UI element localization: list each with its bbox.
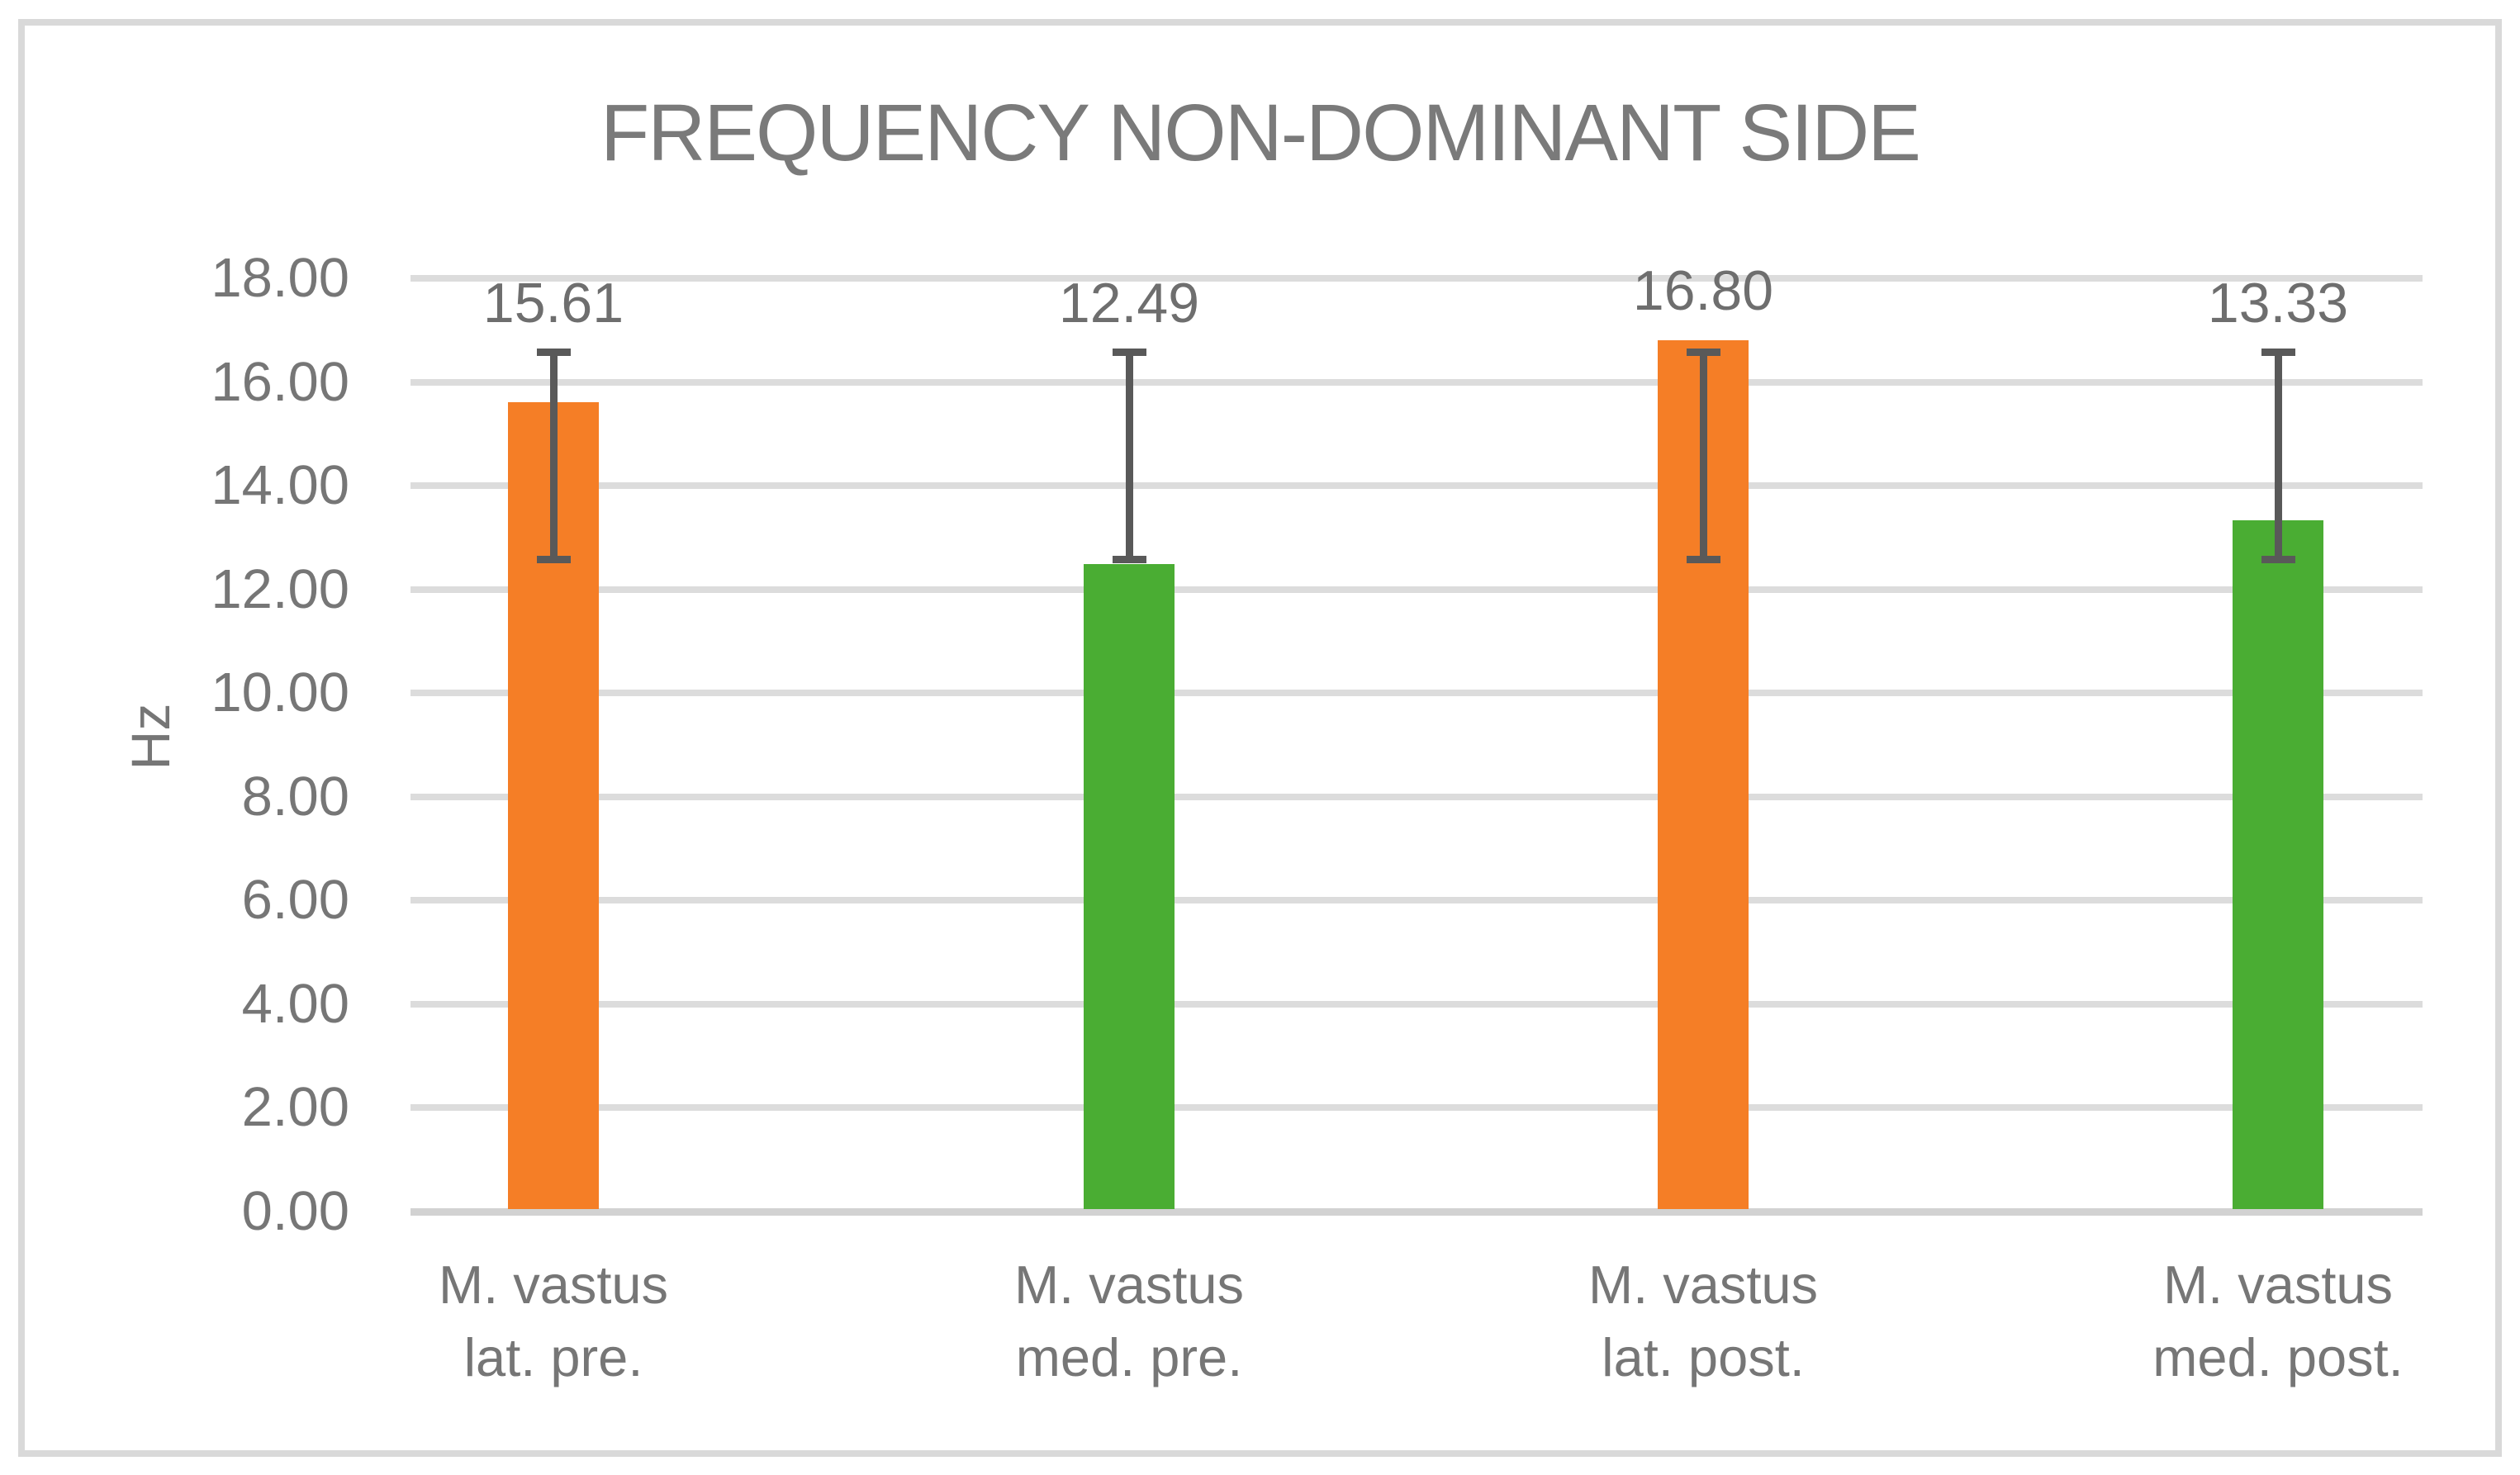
- error-bar-stem: [2274, 352, 2282, 560]
- data-label: 15.61: [482, 271, 624, 334]
- gridline: [411, 275, 2423, 282]
- y-tick-label: 8.00: [241, 765, 349, 828]
- gridline: [411, 1104, 2423, 1112]
- error-bar-bottom-cap: [536, 555, 571, 563]
- gridline: [411, 586, 2423, 593]
- x-category-label-line2: lat. post.: [1602, 1327, 1805, 1387]
- y-tick-label: 14.00: [211, 454, 349, 517]
- gridline: [411, 690, 2423, 697]
- y-tick-label: 0.00: [241, 1180, 349, 1242]
- x-category-label-line2: med. pre.: [1015, 1327, 1243, 1387]
- error-bar-top-cap: [1686, 349, 1720, 357]
- bar-med-post: [2233, 520, 2323, 1209]
- y-tick-label: 6.00: [241, 869, 349, 932]
- gridline: [411, 1000, 2423, 1008]
- x-category-label-line2: lat. pre.: [463, 1327, 643, 1387]
- error-bar-top-cap: [536, 349, 571, 357]
- error-bar-stem: [1125, 352, 1133, 560]
- gridline: [411, 378, 2423, 386]
- y-tick-label: 2.00: [241, 1076, 349, 1139]
- x-category-label: M. vastus lat. pre.: [372, 1249, 735, 1394]
- data-label: 13.33: [2207, 271, 2349, 334]
- gridline: [411, 482, 2423, 490]
- y-tick-label: 4.00: [241, 972, 349, 1035]
- data-label: 16.80: [1632, 259, 1774, 323]
- x-category-label-line2: med. post.: [2152, 1327, 2404, 1387]
- error-bar-top-cap: [1112, 349, 1146, 357]
- y-tick-label: 16.00: [211, 350, 349, 413]
- gridline: [411, 897, 2423, 904]
- error-bar-bottom-cap: [1112, 555, 1146, 563]
- chart-frame: [18, 19, 2502, 1457]
- bar-med-pre: [1084, 563, 1175, 1209]
- error-bar-stem: [549, 352, 558, 560]
- x-category-label-line1: M. vastus: [2162, 1254, 2394, 1315]
- x-category-label-line1: M. vastus: [438, 1254, 669, 1315]
- y-tick-label: 18.00: [211, 247, 349, 309]
- data-label: 12.49: [1058, 271, 1200, 334]
- error-bar-stem: [1699, 352, 1707, 560]
- chart-title: FREQUENCY NON-DOMINANT SIDE: [600, 88, 1921, 178]
- x-category-label: M. vastus med. post.: [2096, 1249, 2460, 1394]
- y-tick-label: 10.00: [211, 662, 349, 724]
- x-category-label: M. vastus med. pre.: [947, 1249, 1311, 1394]
- x-axis-line: [411, 1208, 2423, 1216]
- gridline: [411, 793, 2423, 800]
- x-category-label: M. vastus lat. post.: [1521, 1249, 1885, 1394]
- x-category-label-line1: M. vastus: [1013, 1254, 1245, 1315]
- error-bar-top-cap: [2261, 349, 2295, 357]
- x-category-label-line1: M. vastus: [1587, 1254, 1819, 1315]
- error-bar-bottom-cap: [1686, 555, 1720, 563]
- error-bar-bottom-cap: [2261, 555, 2295, 563]
- y-tick-label: 12.00: [211, 557, 349, 620]
